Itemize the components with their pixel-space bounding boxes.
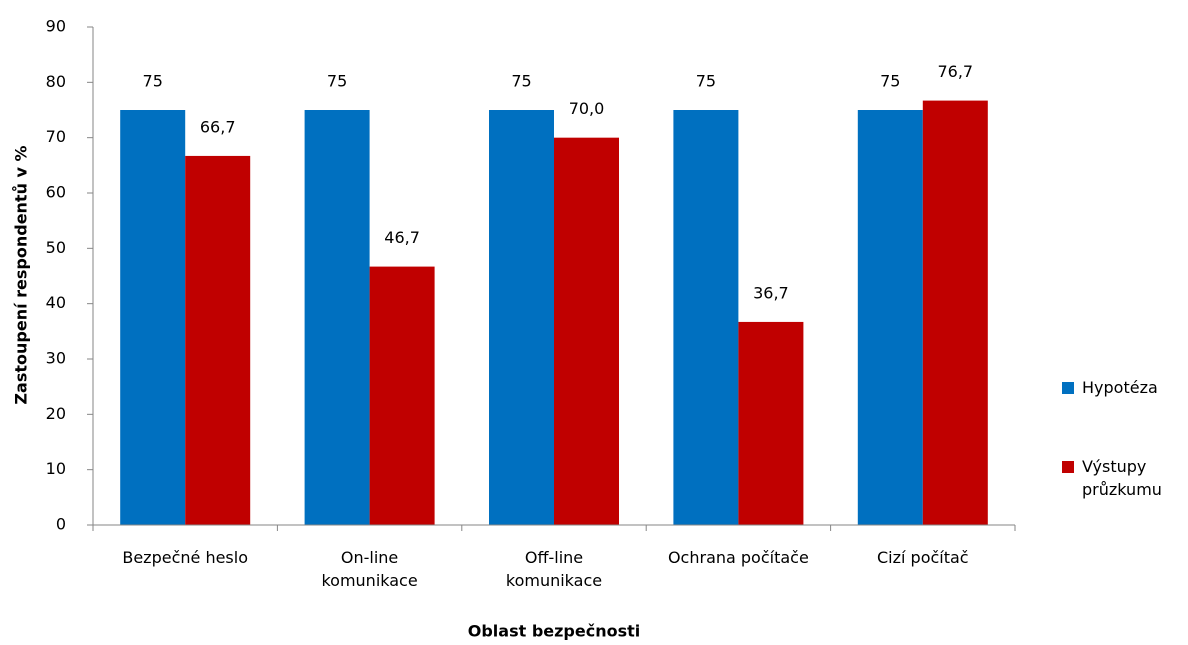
x-axis-title: Oblast bezpečnosti — [468, 622, 641, 641]
data-label: 46,7 — [384, 228, 420, 247]
y-tick-label: 10 — [46, 459, 66, 478]
bar — [857, 110, 923, 525]
data-label: 75 — [696, 72, 716, 91]
y-tick-label: 30 — [46, 349, 66, 368]
bar — [554, 137, 619, 525]
y-tick-label: 20 — [46, 404, 66, 423]
y-tick-label: 40 — [46, 293, 66, 312]
bar — [922, 100, 988, 526]
x-tick-label: Off-line komunikace — [505, 548, 603, 590]
data-label: 76,7 — [937, 62, 973, 81]
y-tick-label: 60 — [46, 183, 66, 202]
bar — [738, 321, 804, 525]
data-label: 75 — [880, 72, 900, 91]
data-label: 70,0 — [569, 99, 605, 118]
bar — [673, 110, 739, 525]
data-label: 66,7 — [200, 117, 236, 136]
y-tick-label: 50 — [46, 238, 66, 257]
bar — [304, 110, 370, 525]
y-tick-label: 0 — [56, 515, 66, 534]
bar — [369, 266, 435, 525]
y-tick-label: 70 — [46, 127, 66, 146]
legend-label: Výstupy průzkumu — [1082, 457, 1162, 499]
data-label: 75 — [327, 72, 347, 91]
y-tick-label: 90 — [46, 17, 66, 36]
data-label: 75 — [511, 72, 531, 91]
data-label: 36,7 — [753, 283, 789, 302]
data-label: 75 — [143, 72, 163, 91]
x-tick-label: On-line komunikace — [321, 548, 418, 590]
legend-swatch — [1062, 461, 1074, 473]
bar — [120, 110, 186, 525]
bar — [185, 155, 251, 525]
bar — [489, 110, 554, 525]
x-tick-label: Cizí počítač — [876, 548, 969, 567]
x-tick-label: Bezpečné heslo — [122, 548, 248, 567]
y-tick-label: 80 — [46, 72, 66, 91]
legend-label: Hypotéza — [1082, 378, 1158, 397]
y-axis-title: Zastoupení respondentů v % — [12, 145, 31, 404]
x-tick-label: Ochrana počítače — [667, 548, 809, 567]
legend-swatch — [1062, 382, 1074, 394]
